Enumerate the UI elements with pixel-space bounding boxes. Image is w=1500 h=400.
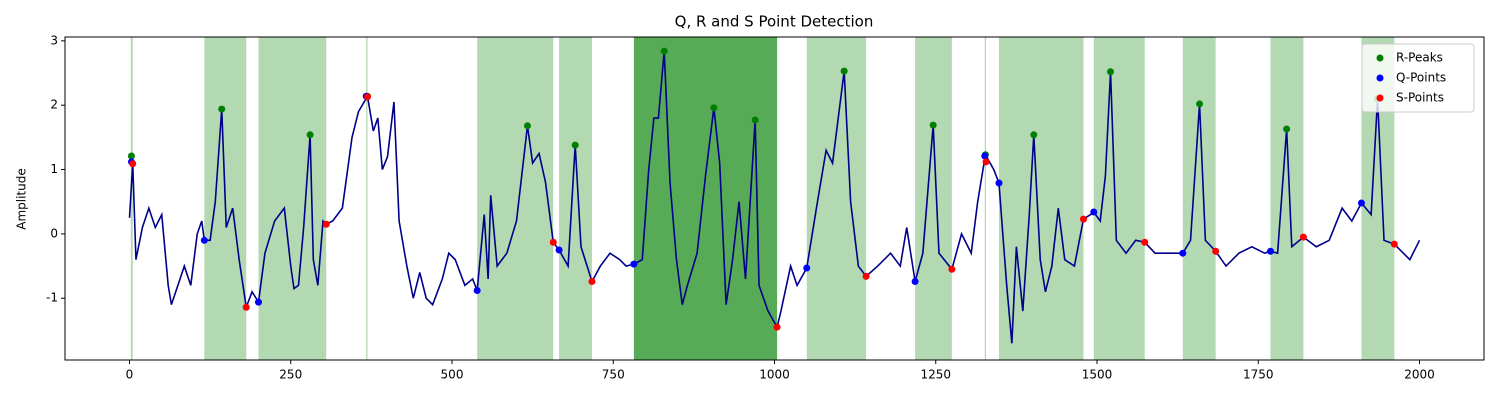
point [1107, 68, 1115, 76]
y-axis-label: Amplitude [15, 168, 29, 230]
x-tick-label: 1750 [1243, 368, 1274, 382]
point [571, 141, 579, 149]
highlight-span [1093, 37, 1145, 360]
chart-title: Q, R and S Point Detection [675, 13, 874, 31]
point [218, 105, 226, 113]
point [1090, 208, 1098, 216]
x-tick-label: 1500 [1082, 368, 1113, 382]
point [660, 47, 668, 55]
legend-label: R-Peaks [1396, 51, 1443, 65]
point [995, 179, 1003, 187]
plot-area [127, 37, 1421, 360]
point [929, 121, 937, 129]
point [1141, 238, 1149, 246]
point [1179, 249, 1187, 257]
point [773, 323, 781, 331]
point [751, 116, 759, 124]
point [523, 122, 531, 130]
highlight-span [1270, 37, 1304, 360]
y-tick-label: -1 [46, 291, 58, 305]
highlight-span [998, 37, 1084, 360]
point [242, 303, 250, 311]
highlight-span [366, 37, 368, 360]
highlight-span [633, 37, 778, 360]
legend-marker [1376, 74, 1384, 82]
point [948, 265, 956, 273]
point [982, 158, 990, 166]
x-tick-label: 0 [126, 368, 134, 382]
highlight-span [130, 37, 133, 360]
x-tick-label: 1250 [920, 368, 951, 382]
legend-label: Q-Points [1396, 71, 1446, 85]
point [1283, 125, 1291, 133]
point [840, 67, 848, 75]
point [200, 236, 208, 244]
highlight-span [1182, 37, 1216, 360]
point [1390, 240, 1398, 248]
point [1030, 131, 1038, 139]
highlight-span [915, 37, 952, 360]
x-tick-label: 500 [441, 368, 464, 382]
point [1212, 247, 1220, 255]
point [981, 152, 989, 160]
x-tick-label: 1000 [759, 368, 790, 382]
point [322, 220, 330, 228]
highlight-span [806, 37, 867, 360]
point [1079, 215, 1087, 223]
point [710, 104, 718, 112]
x-tick-label: 750 [602, 368, 625, 382]
point [1267, 247, 1275, 255]
highlight-span [984, 37, 987, 360]
point [803, 264, 811, 272]
legend-marker [1376, 94, 1384, 102]
point [306, 131, 314, 139]
point [911, 278, 919, 286]
point [255, 298, 262, 306]
y-tick-label: 2 [50, 98, 58, 112]
point [1357, 199, 1365, 207]
signal-line [128, 51, 1421, 344]
point [127, 152, 135, 160]
y-tick-label: 3 [50, 33, 58, 47]
point [630, 260, 638, 268]
point [549, 238, 557, 246]
point [1196, 100, 1204, 108]
y-tick-label: 1 [50, 162, 58, 176]
legend-box [1361, 43, 1475, 113]
y-tick-label: 0 [50, 226, 58, 240]
point [588, 278, 596, 286]
highlight-span [559, 37, 592, 360]
point [555, 246, 563, 254]
point [862, 272, 870, 280]
point [1299, 233, 1307, 241]
legend-marker [1376, 54, 1384, 62]
point [364, 93, 372, 101]
x-tick-label: 2000 [1404, 368, 1435, 382]
point [473, 287, 481, 295]
highlight-span [258, 37, 327, 360]
legend-label: S-Points [1396, 91, 1444, 105]
highlight-span [477, 37, 554, 360]
point [129, 160, 137, 168]
x-tick-label: 250 [279, 368, 302, 382]
